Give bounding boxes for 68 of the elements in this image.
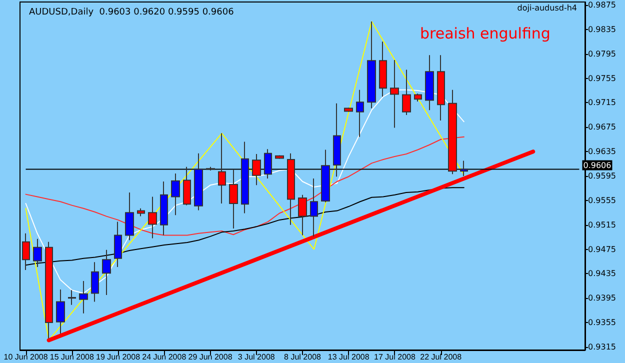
x-tick-label: 3 Jul 2008	[238, 352, 276, 362]
candlestick	[194, 152, 203, 211]
y-tick-label: 0.9395	[588, 294, 616, 303]
candlestick	[414, 93, 422, 102]
candlestick	[402, 69, 411, 116]
candlestick	[310, 178, 318, 237]
candlestick	[448, 89, 457, 175]
candlestick	[68, 290, 76, 306]
candlestick	[390, 60, 399, 128]
ref-line-label: 0.9606	[583, 160, 612, 170]
candlestick	[367, 21, 376, 109]
candlestick	[460, 160, 468, 176]
candlestick	[171, 173, 180, 216]
y-tick-label: 0.9635	[588, 147, 616, 156]
y-tick-label: 0.9595	[588, 172, 616, 180]
x-tick-label: 19 Jun 2008	[96, 352, 141, 362]
annotation: doji-audusd-h4	[517, 4, 577, 12]
candlestick	[425, 54, 434, 111]
y-tick-label: 0.9315	[588, 342, 616, 352]
x-tick-label: 24 Jun 2008	[142, 352, 187, 362]
candlestick	[79, 280, 88, 314]
candlestick	[344, 107, 353, 112]
x-tick-label: 10 Jun 2008	[4, 352, 48, 362]
x-tick-label: 13 Jul 2008	[328, 352, 370, 362]
text: AUDUSD,Daily 0.9603 0.9620 0.9595 0.9606	[29, 8, 234, 18]
x-tick-label: 8 Jul 2008	[284, 352, 322, 362]
candlestick	[91, 262, 99, 302]
x-tick-label: 15 Jun 2008	[50, 352, 94, 362]
candlestick	[287, 152, 295, 226]
candlestick	[275, 154, 284, 160]
y-tick-label: 0.9475	[588, 244, 616, 254]
candlestick	[137, 208, 145, 217]
y-tick-label: 0.9515	[588, 220, 616, 230]
candlestick	[102, 249, 111, 296]
candlestick	[114, 221, 122, 268]
y-tick-label: 0.9675	[588, 122, 616, 132]
candlestick	[160, 180, 168, 236]
candlestick	[125, 192, 134, 241]
line-series	[25, 136, 464, 236]
x-tick-label: 22 Jul 2008	[420, 352, 462, 362]
candlestick	[206, 166, 215, 172]
line-series	[25, 187, 464, 266]
candlestick	[218, 132, 226, 204]
candlestick	[33, 238, 42, 268]
y-tick-label: 0.9555	[588, 196, 616, 205]
candlestick	[148, 196, 157, 239]
y-tick-label: 0.9355	[588, 318, 616, 328]
candlestick	[379, 41, 387, 98]
candlestick	[252, 154, 261, 186]
y-tick-label: 0.9795	[588, 49, 616, 58]
candlestick	[56, 289, 65, 334]
candlestick	[298, 194, 307, 236]
candlestick	[356, 89, 364, 138]
candlestick	[229, 169, 238, 230]
annotation: breaish engulfing	[420, 24, 550, 42]
candlestick	[321, 149, 330, 203]
candlestick	[264, 148, 272, 179]
y-tick-label: 0.9715	[588, 98, 616, 108]
candlestick	[241, 141, 249, 214]
candlestick	[333, 102, 341, 178]
candlestick	[183, 166, 191, 206]
candlestick	[22, 232, 30, 271]
y-tick-label: 0.9835	[588, 24, 616, 34]
y-tick-label: 0.9435	[588, 269, 616, 278]
x-tick-label: 29 Jun 2008	[188, 352, 233, 362]
candlestick	[437, 54, 445, 121]
y-tick-label: 0.9875	[588, 0, 616, 10]
y-tick-label: 0.9755	[588, 74, 616, 83]
